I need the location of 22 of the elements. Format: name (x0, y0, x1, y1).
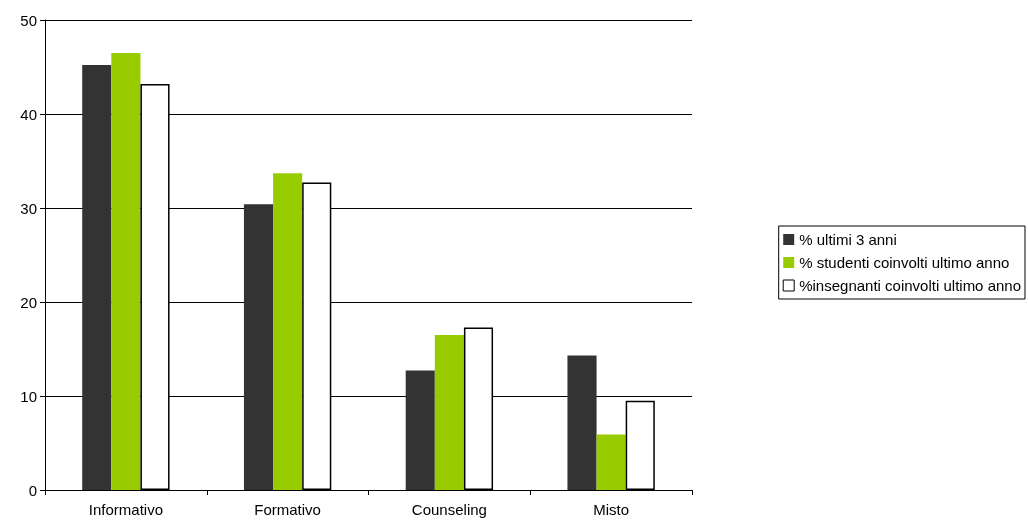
y-tick-label: 40 (20, 105, 37, 123)
bar (111, 52, 141, 490)
x-tick-label: Informativo (88, 501, 163, 518)
bar (567, 355, 597, 490)
bar (405, 370, 435, 490)
legend-label: % studenti coinvolti ultimo anno (799, 254, 1010, 271)
bar (243, 204, 274, 490)
x-tick-label: Formativo (254, 501, 321, 518)
y-tick-label: 20 (20, 293, 37, 311)
x-tick-label: Misto (593, 501, 630, 518)
legend-label: % ultimi 3 anni (799, 231, 897, 248)
y-tick-label: 30 (20, 199, 37, 217)
bar (82, 65, 112, 490)
y-tick-label: 10 (20, 387, 37, 405)
y-tick-label: 50 (20, 11, 37, 29)
legend-label: %insegnanti coinvolti ultimo anno (799, 277, 1022, 294)
bar (596, 434, 626, 490)
bar (625, 400, 655, 490)
x-tick-label: Counseling (411, 501, 487, 518)
y-tick-label: 0 (28, 481, 37, 499)
bar (434, 334, 464, 490)
bar (273, 173, 303, 490)
